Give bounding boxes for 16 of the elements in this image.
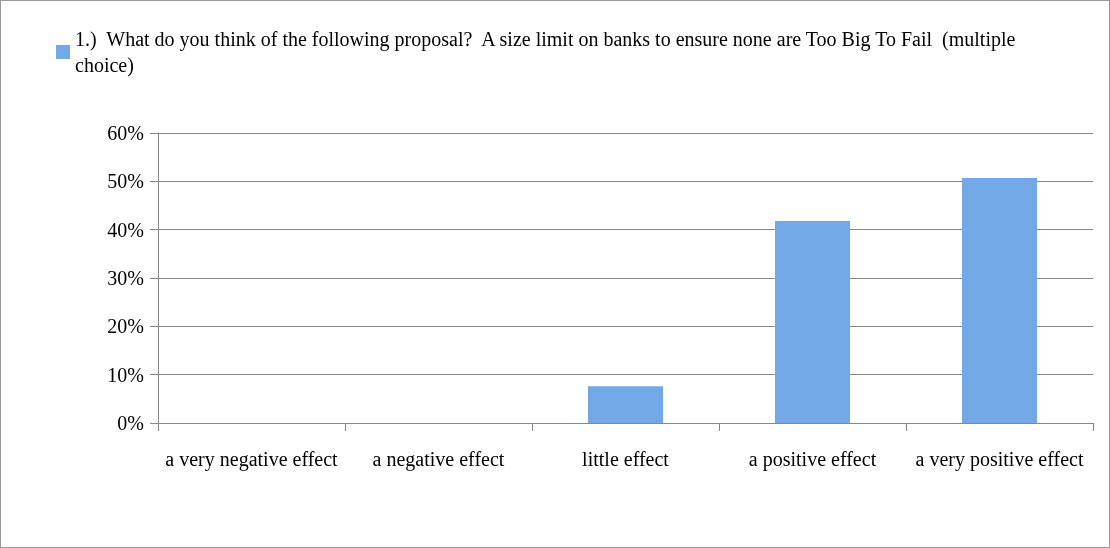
x-tick-label: a very negative effect <box>165 448 339 471</box>
y-tick-label: 10% <box>107 363 144 386</box>
x-tick-label: little effect <box>582 448 670 470</box>
bar <box>588 386 663 423</box>
x-tick-label: a very positive effect <box>915 448 1084 471</box>
legend-label: 1.) What do you think of the following proposal? A size limit on banks to ensure none are Too Big To Fail (multiple choice) <box>75 28 1021 77</box>
y-tick-label: 20% <box>107 315 144 338</box>
y-tick-label: 40% <box>107 218 144 241</box>
y-tick-label: 0% <box>117 412 144 434</box>
x-tick-label: a positive effect <box>748 448 877 471</box>
x-tick-label: a negative effect <box>372 448 505 471</box>
y-tick-label: 30% <box>107 267 144 289</box>
bar <box>962 177 1037 423</box>
bar <box>775 220 850 423</box>
y-tick-label: 60% <box>107 122 144 144</box>
y-tick-label: 50% <box>107 170 144 193</box>
